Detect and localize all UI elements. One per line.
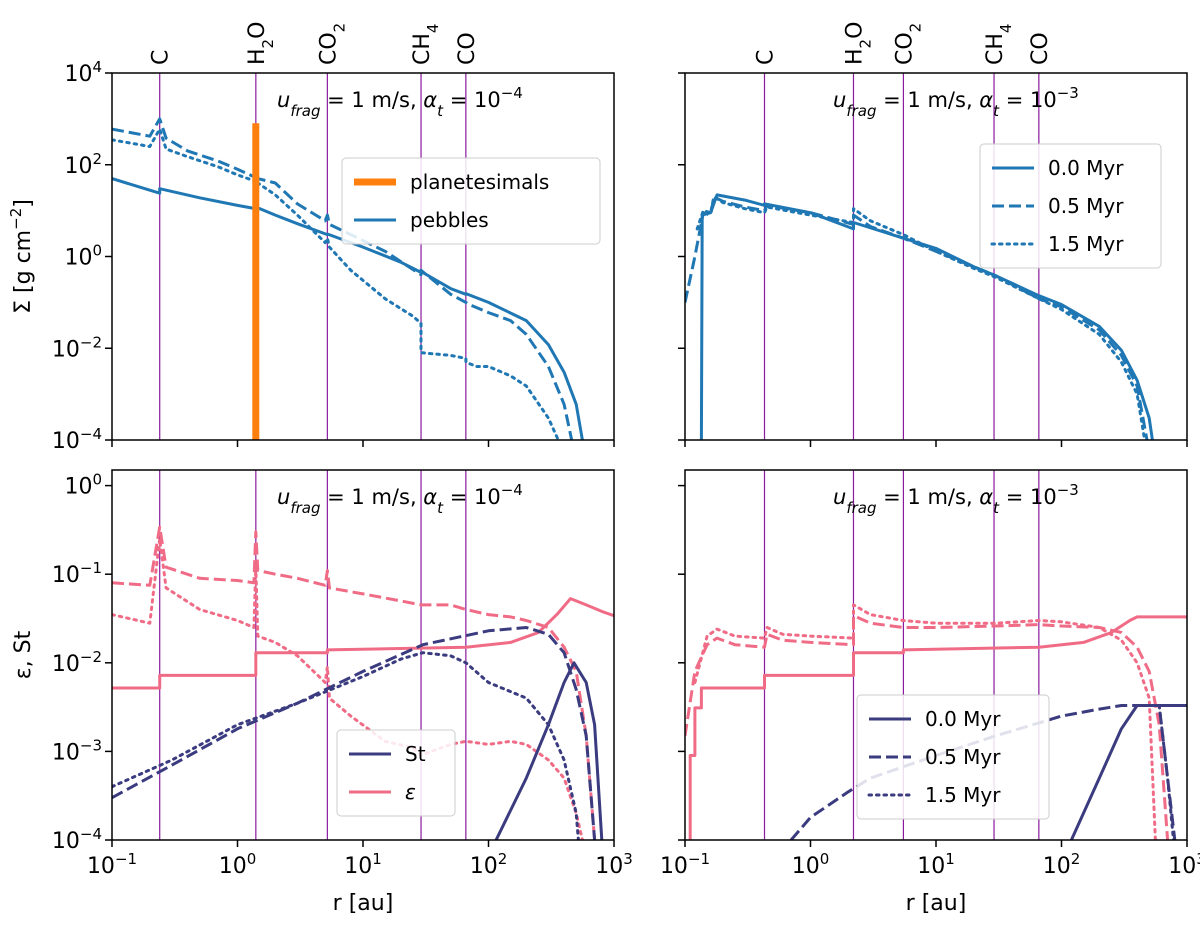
legend-label: 0.5 Myr — [925, 745, 1001, 769]
series--0.0-Myr — [112, 597, 614, 690]
legend: St ε — [336, 729, 456, 817]
series-group — [112, 117, 584, 440]
series-St-0.5-Myr — [789, 704, 1177, 840]
legend-label: 1.5 Myr — [1048, 232, 1124, 256]
y-tick-label: 100 — [64, 242, 102, 271]
snowline-label-C: C — [754, 50, 779, 65]
series-group — [685, 603, 1187, 840]
legend: 0.0 Myr 0.5 Myr 1.5 Myr — [856, 694, 1050, 820]
legend-label: pebbles — [410, 208, 489, 232]
legend-label: St — [405, 742, 426, 766]
snowline-label-CH4: CH4 — [983, 24, 1015, 65]
snowline-label-H2O: H2O — [842, 22, 874, 65]
y-tick-label: 10−2 — [52, 648, 102, 677]
series-St-0.0-Myr — [494, 661, 604, 840]
legend-label: ε — [405, 780, 416, 804]
series--1.5-Myr — [693, 603, 1157, 840]
legend-label: 0.0 Myr — [925, 707, 1001, 731]
snowline-label-CO: CO — [1028, 32, 1053, 65]
legend-label: 0.0 Myr — [1048, 156, 1124, 180]
series-St-0.0-Myr — [1070, 704, 1187, 840]
y-tick-label: 10−4 — [52, 825, 102, 854]
legend-frame — [341, 157, 601, 245]
series-St-0.5-Myr — [112, 626, 597, 840]
panel-top-right: C H2O CO2 CH4 CO ufrag = 1 m/s, αt = 10−3 0.0 … — [678, 22, 1188, 447]
series-pebbles-1.5-Myr — [112, 127, 560, 440]
panel-annotation: ufrag = 1 m/s, αt = 10−4 — [277, 84, 523, 120]
x-tick-label: 103 — [1168, 850, 1200, 879]
x-tick-label: 100 — [219, 850, 257, 879]
y-tick-label: 10−1 — [52, 559, 102, 588]
y-tick-label: 100 — [64, 471, 102, 500]
panel-annotation: ufrag = 1 m/s, αt = 10−3 — [833, 481, 1079, 517]
snowline-label-CO2: CO2 — [316, 23, 348, 65]
panel-bottom-right: 10−1 100 101 102 103 ufrag = 1 m/s, αt = 10−3… — [660, 469, 1200, 916]
panel-bottom-left: 10−1 100 101 102 103 10−4 10−3 10−2 10−1 100 ufrag… — [11, 469, 633, 916]
legend-frame — [336, 729, 456, 817]
x-axis-label: r [au] — [906, 891, 967, 916]
series-St-1.5-Myr — [1157, 704, 1175, 840]
legend-frame — [979, 143, 1162, 269]
y-axis-label: Σ [g cm−2] — [7, 199, 36, 314]
panel-annotation: ufrag = 1 m/s, αt = 10−4 — [277, 481, 523, 517]
snowline-label-CO: CO — [455, 32, 480, 65]
panel-top-left: C H2O CO2 CH4 CO 10−4 10−2 100 102 104 ufrag = 1 m… — [7, 22, 615, 454]
legend-label: 0.5 Myr — [1048, 194, 1124, 218]
legend-frame — [856, 694, 1050, 820]
y-tick-label: 10−4 — [52, 425, 102, 454]
snowline-label-H2O: H2O — [245, 22, 277, 65]
x-tick-label: 100 — [792, 850, 830, 879]
series-group — [112, 525, 614, 840]
series--0.5-Myr — [112, 525, 597, 840]
legend: planetesimals pebbles — [341, 157, 601, 245]
y-tick-label: 102 — [64, 150, 102, 179]
x-tick-label: 102 — [470, 850, 508, 879]
y-tick-label: 10−2 — [52, 333, 102, 362]
panel-annotation: ufrag = 1 m/s, αt = 10−3 — [833, 84, 1079, 120]
x-tick-label: 10−1 — [660, 850, 710, 879]
series-1.5-Myr — [695, 195, 1147, 440]
series--0.5-Myr — [685, 614, 1170, 840]
axes-frame — [111, 72, 615, 441]
series-pebbles-0.0-Myr — [112, 177, 584, 440]
series-pebbles-0.5-Myr — [112, 117, 574, 440]
x-tick-label: 101 — [917, 850, 955, 879]
y-tick-label: 104 — [64, 58, 102, 87]
y-axis-label: ε, St — [11, 630, 36, 679]
snowline-label-CH4: CH4 — [410, 24, 442, 65]
snowline-label-C: C — [149, 50, 174, 65]
x-tick-label: 101 — [344, 850, 382, 879]
y-tick-label: 10−3 — [52, 736, 102, 765]
x-tick-label: 10−1 — [87, 850, 137, 879]
x-axis-label: r [au] — [333, 891, 394, 916]
snowline-label-CO2: CO2 — [892, 23, 924, 65]
legend-label: planetesimals — [410, 170, 549, 194]
series-group — [685, 193, 1154, 440]
legend: 0.0 Myr 0.5 Myr 1.5 Myr — [979, 143, 1162, 269]
series-St-1.5-Myr — [112, 651, 580, 840]
x-tick-label: 102 — [1043, 850, 1081, 879]
x-tick-label: 103 — [595, 850, 633, 879]
series--1.5-Myr — [112, 537, 584, 840]
legend-label: 1.5 Myr — [925, 783, 1001, 807]
